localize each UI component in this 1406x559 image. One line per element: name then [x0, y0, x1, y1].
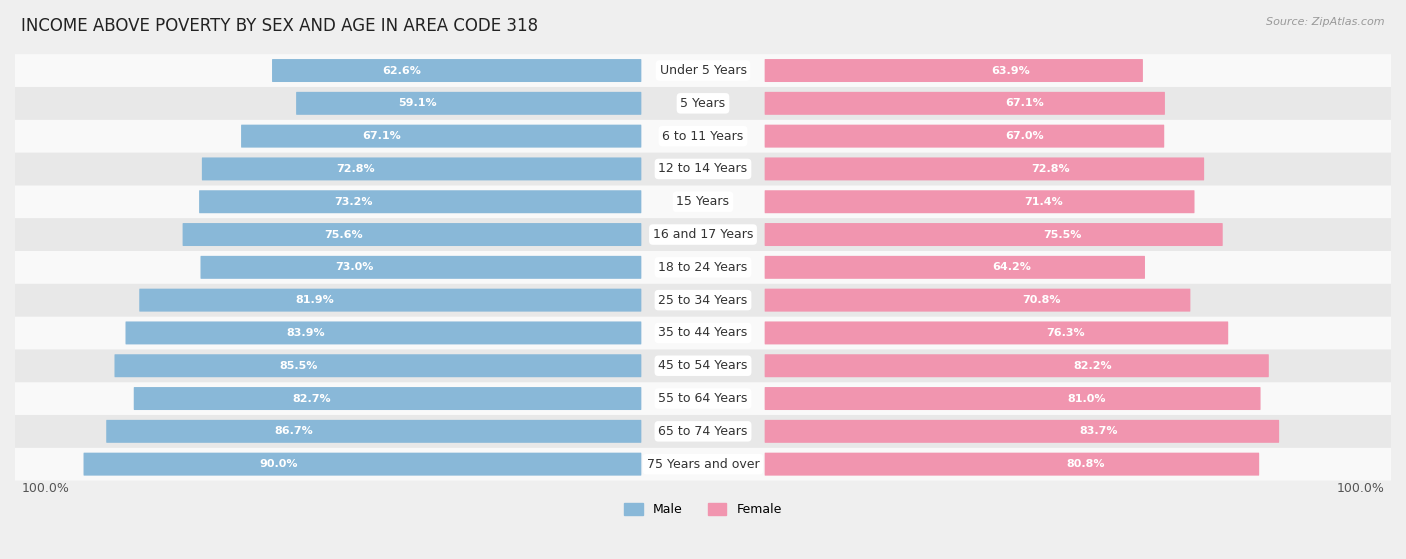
- FancyBboxPatch shape: [765, 453, 1260, 476]
- FancyBboxPatch shape: [183, 223, 641, 246]
- Text: 18 to 24 Years: 18 to 24 Years: [658, 261, 748, 274]
- Text: 81.0%: 81.0%: [1067, 394, 1107, 404]
- FancyBboxPatch shape: [201, 256, 641, 279]
- FancyBboxPatch shape: [15, 153, 1391, 186]
- Text: 72.8%: 72.8%: [336, 164, 375, 174]
- Text: Source: ZipAtlas.com: Source: ZipAtlas.com: [1267, 17, 1385, 27]
- FancyBboxPatch shape: [114, 354, 641, 377]
- FancyBboxPatch shape: [200, 190, 641, 213]
- FancyBboxPatch shape: [765, 420, 1279, 443]
- FancyBboxPatch shape: [15, 349, 1391, 382]
- Text: 67.1%: 67.1%: [1005, 98, 1045, 108]
- FancyBboxPatch shape: [765, 288, 1191, 311]
- FancyBboxPatch shape: [15, 316, 1391, 349]
- FancyBboxPatch shape: [139, 288, 641, 311]
- Text: 25 to 34 Years: 25 to 34 Years: [658, 293, 748, 307]
- FancyBboxPatch shape: [765, 321, 1229, 344]
- FancyBboxPatch shape: [15, 382, 1391, 415]
- Text: 59.1%: 59.1%: [398, 98, 436, 108]
- FancyBboxPatch shape: [125, 321, 641, 344]
- FancyBboxPatch shape: [134, 387, 641, 410]
- FancyBboxPatch shape: [15, 186, 1391, 218]
- Text: 65 to 74 Years: 65 to 74 Years: [658, 425, 748, 438]
- Text: 55 to 64 Years: 55 to 64 Years: [658, 392, 748, 405]
- Text: 45 to 54 Years: 45 to 54 Years: [658, 359, 748, 372]
- FancyBboxPatch shape: [15, 415, 1391, 448]
- Text: 72.8%: 72.8%: [1031, 164, 1070, 174]
- Text: 90.0%: 90.0%: [260, 459, 298, 469]
- Text: 62.6%: 62.6%: [382, 65, 420, 75]
- Text: 64.2%: 64.2%: [993, 262, 1031, 272]
- Text: 15 Years: 15 Years: [676, 195, 730, 209]
- FancyBboxPatch shape: [202, 158, 641, 181]
- FancyBboxPatch shape: [15, 87, 1391, 120]
- FancyBboxPatch shape: [15, 54, 1391, 87]
- Text: 82.2%: 82.2%: [1073, 361, 1112, 371]
- FancyBboxPatch shape: [765, 387, 1261, 410]
- Text: 67.0%: 67.0%: [1005, 131, 1043, 141]
- Text: 35 to 44 Years: 35 to 44 Years: [658, 326, 748, 339]
- Text: INCOME ABOVE POVERTY BY SEX AND AGE IN AREA CODE 318: INCOME ABOVE POVERTY BY SEX AND AGE IN A…: [21, 17, 538, 35]
- Text: 73.2%: 73.2%: [335, 197, 373, 207]
- FancyBboxPatch shape: [765, 190, 1195, 213]
- Text: Under 5 Years: Under 5 Years: [659, 64, 747, 77]
- FancyBboxPatch shape: [765, 256, 1144, 279]
- FancyBboxPatch shape: [297, 92, 641, 115]
- Text: 100.0%: 100.0%: [22, 482, 70, 495]
- Legend: Male, Female: Male, Female: [619, 498, 787, 521]
- FancyBboxPatch shape: [15, 120, 1391, 153]
- Text: 6 to 11 Years: 6 to 11 Years: [662, 130, 744, 143]
- Text: 63.9%: 63.9%: [991, 65, 1029, 75]
- Text: 5 Years: 5 Years: [681, 97, 725, 110]
- FancyBboxPatch shape: [240, 125, 641, 148]
- Text: 70.8%: 70.8%: [1022, 295, 1060, 305]
- FancyBboxPatch shape: [271, 59, 641, 82]
- Text: 75.6%: 75.6%: [323, 230, 363, 240]
- FancyBboxPatch shape: [765, 92, 1166, 115]
- FancyBboxPatch shape: [765, 223, 1223, 246]
- Text: 67.1%: 67.1%: [361, 131, 401, 141]
- Text: 12 to 14 Years: 12 to 14 Years: [658, 163, 748, 176]
- Text: 73.0%: 73.0%: [336, 262, 374, 272]
- Text: 71.4%: 71.4%: [1025, 197, 1063, 207]
- FancyBboxPatch shape: [83, 453, 641, 476]
- Text: 16 and 17 Years: 16 and 17 Years: [652, 228, 754, 241]
- Text: 82.7%: 82.7%: [292, 394, 330, 404]
- FancyBboxPatch shape: [765, 125, 1164, 148]
- Text: 76.3%: 76.3%: [1046, 328, 1085, 338]
- FancyBboxPatch shape: [15, 218, 1391, 251]
- Text: 81.9%: 81.9%: [295, 295, 335, 305]
- Text: 75 Years and over: 75 Years and over: [647, 458, 759, 471]
- FancyBboxPatch shape: [15, 251, 1391, 284]
- Text: 85.5%: 85.5%: [280, 361, 318, 371]
- Text: 83.7%: 83.7%: [1080, 427, 1118, 437]
- FancyBboxPatch shape: [765, 354, 1268, 377]
- FancyBboxPatch shape: [15, 448, 1391, 481]
- Text: 75.5%: 75.5%: [1043, 230, 1081, 240]
- Text: 86.7%: 86.7%: [274, 427, 314, 437]
- Text: 80.8%: 80.8%: [1067, 459, 1105, 469]
- FancyBboxPatch shape: [765, 59, 1143, 82]
- FancyBboxPatch shape: [15, 284, 1391, 316]
- FancyBboxPatch shape: [765, 158, 1204, 181]
- Text: 83.9%: 83.9%: [287, 328, 325, 338]
- Text: 100.0%: 100.0%: [1336, 482, 1384, 495]
- FancyBboxPatch shape: [107, 420, 641, 443]
